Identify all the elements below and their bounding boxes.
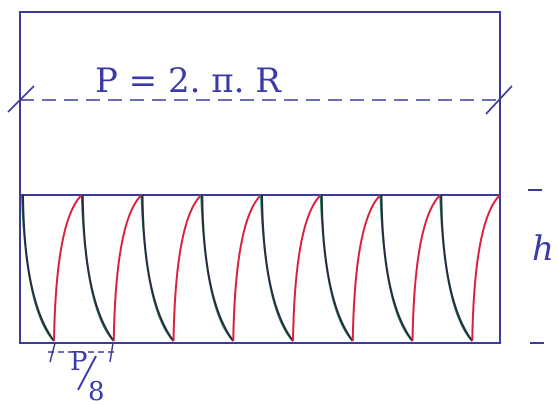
- fraction-slash: [77, 355, 97, 391]
- ascending-curve: [112, 194, 143, 342]
- ascending-curve: [351, 194, 382, 342]
- descending-curve: [380, 194, 414, 342]
- end-mark-left: [7, 85, 35, 113]
- ascending-curve: [172, 194, 202, 342]
- descending-curve-green: [21, 194, 55, 342]
- descending-curve: [261, 194, 294, 342]
- descending-curve-green: [260, 194, 294, 342]
- descending-curve-green: [319, 194, 354, 342]
- ascending-curve: [411, 194, 441, 342]
- segment-mark-right: [109, 342, 114, 363]
- descending-curve-green: [200, 194, 234, 342]
- descending-curve-green: [80, 194, 115, 342]
- segment-mark-left: [49, 342, 56, 363]
- end-mark-right: [485, 85, 513, 115]
- descending-curve: [201, 194, 235, 342]
- segment-denominator: 8: [88, 377, 105, 405]
- ascending-curve: [471, 194, 501, 342]
- segment-numerator: P: [70, 347, 88, 377]
- descending-curve: [440, 194, 474, 342]
- descending-curve: [22, 194, 55, 342]
- descending-curve-green: [379, 194, 414, 342]
- height-label: h: [532, 229, 554, 269]
- descending-curve: [320, 194, 354, 342]
- descending-curve-green: [439, 194, 473, 342]
- descending-curve: [81, 194, 115, 342]
- descending-curve: [141, 194, 175, 342]
- descending-curve-green: [140, 194, 175, 342]
- ascending-curve: [232, 194, 262, 342]
- ascending-curve: [292, 194, 322, 342]
- formula: P = 2. π. R: [95, 61, 282, 101]
- outer-rectangle: [19, 11, 501, 344]
- ascending-curve: [53, 194, 83, 342]
